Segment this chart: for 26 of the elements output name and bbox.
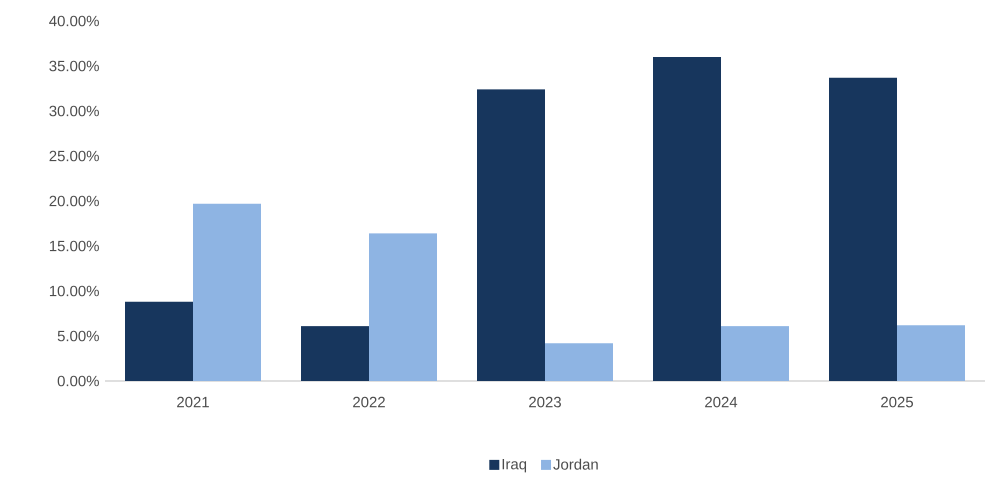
x-tick-label: 2024 bbox=[705, 396, 738, 408]
bar bbox=[545, 343, 614, 381]
bar bbox=[301, 326, 369, 381]
bar bbox=[369, 233, 438, 381]
x-tick-label: 2025 bbox=[881, 396, 913, 408]
y-tick-label: 30.00% bbox=[49, 106, 99, 116]
y-tick-label: 10.00% bbox=[50, 286, 99, 296]
legend-label: Jordan bbox=[553, 458, 598, 470]
x-tick-label: 2021 bbox=[177, 396, 209, 408]
bar bbox=[125, 302, 193, 381]
y-tick-label: 15.00% bbox=[50, 240, 99, 252]
y-tick-label: 25.00% bbox=[50, 150, 99, 162]
bar bbox=[829, 78, 898, 381]
bar bbox=[721, 326, 790, 381]
y-tick-label: 5.00% bbox=[58, 330, 99, 342]
y-tick-label: 0.00% bbox=[58, 376, 99, 386]
legend-label: Iraq bbox=[502, 458, 526, 472]
x-tick-label: 2023 bbox=[529, 396, 561, 408]
y-tick-label: 35.00% bbox=[49, 60, 99, 72]
bar bbox=[653, 57, 722, 381]
bar bbox=[193, 204, 261, 381]
y-tick-label: 20.00% bbox=[50, 196, 99, 206]
x-tick-label: 2022 bbox=[353, 396, 385, 408]
bar bbox=[477, 89, 546, 381]
bar bbox=[897, 325, 966, 381]
y-tick-label: 40.00% bbox=[49, 16, 99, 26]
